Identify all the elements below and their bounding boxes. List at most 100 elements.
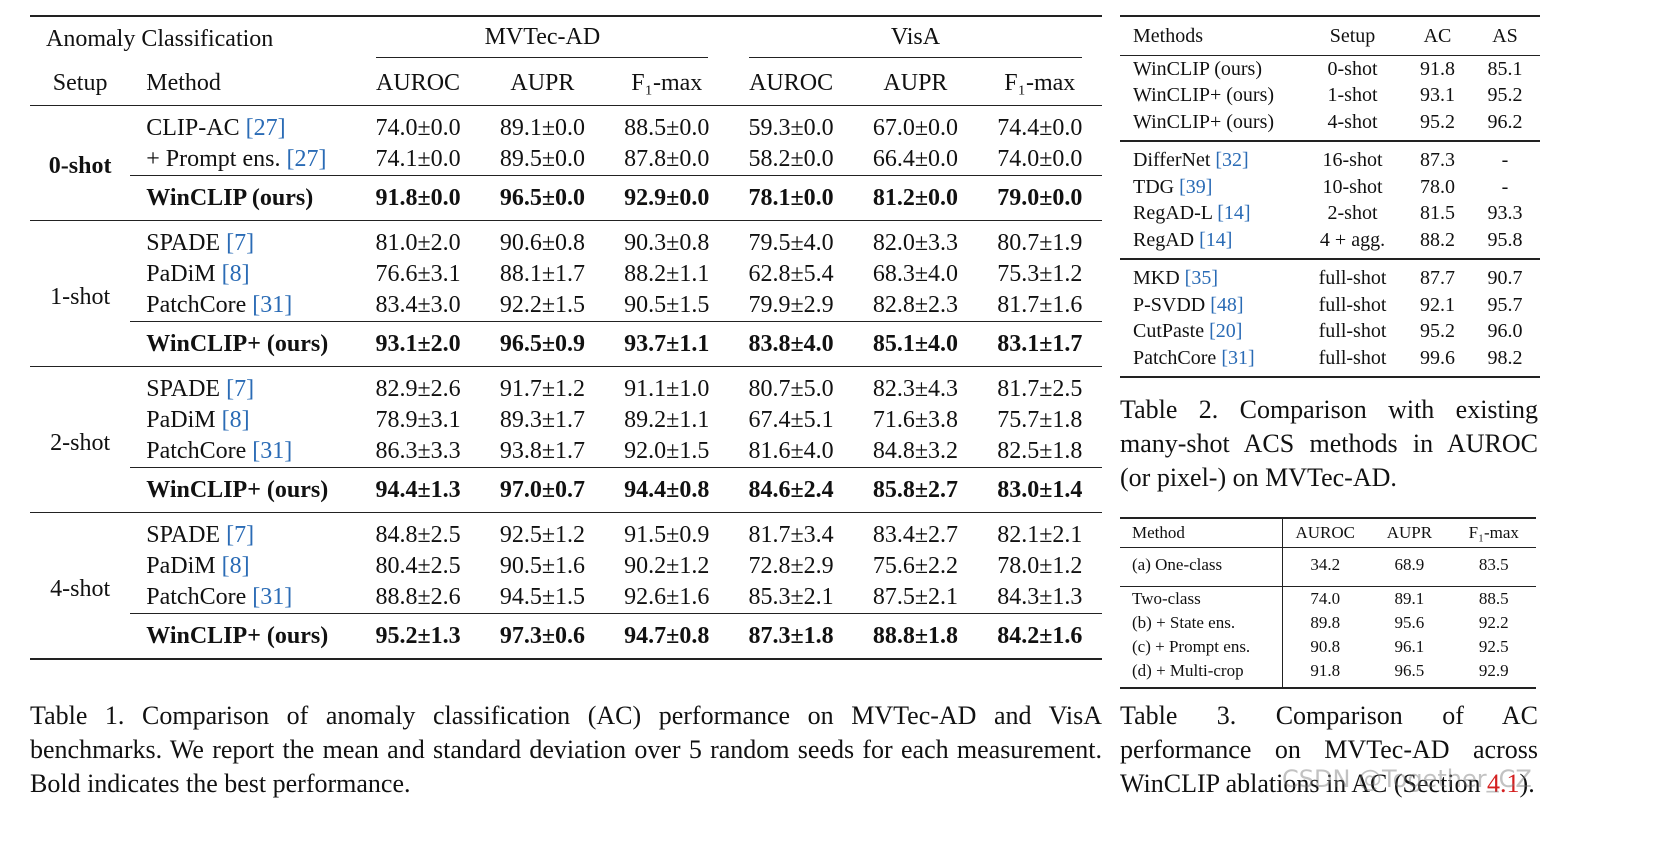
table-row: PaDiM [8] 76.6±3.1 88.1±1.7 88.2±1.1 62.8±5.… [30,259,1102,290]
citation: [31] [252,292,293,318]
value-cell: 89.1 [1367,586,1452,611]
table-row: WinCLIP+ (ours) 95.2±1.3 97.3±0.6 94.7±0.8 8… [30,613,1102,659]
table-head: Method AUROC AUPR F₁-max [1120,518,1536,548]
table-group: Two-class 74.0 89.1 88.5 (b) + State ens. 89.… [1120,586,1536,688]
table-row: MKD [35] full-shot 87.7 90.7 [1120,257,1540,292]
value-cell: 88.5±0.0 [624,115,710,141]
value-cell: 78.9±3.1 [375,407,461,433]
column-header: Setup [1300,16,1405,56]
citation: [32] [1215,149,1249,172]
method-name: + Prompt ens. [146,146,281,172]
method-name: SPADE [146,522,221,548]
value-cell: 75.6±2.2 [872,553,959,579]
table-row: (a) One-class 34.2 68.9 83.5 [1120,547,1536,587]
value-cell: 81.0±2.0 [355,220,481,259]
method-cell: SPADE [7] [130,220,356,259]
table-body: 0-shot CLIP-AC [27] 74.0±0.0 89.1±0.0 88.5±0… [30,106,1102,659]
value-cell: 92.9±0.0 [604,175,729,221]
value-cell: 1-shot [1327,84,1378,107]
table-3-caption: Table 3. Comparison of AC performance on… [1120,699,1538,801]
value-cell: 4 + agg. [1319,228,1386,251]
table-row: P-SVDD [48] full-shot 92.1 95.7 [1120,292,1540,319]
citation: [14] [1217,202,1251,225]
value-cell: 88.2 [1420,228,1455,251]
method-name: TDG [1133,175,1175,198]
setup-cell: 1-shot [30,220,131,367]
value-cell: 90.6±0.8 [480,220,605,259]
value-cell: 92.9 [1478,661,1509,680]
value-cell: 96.5±0.0 [480,175,605,221]
method-name: MKD [1133,267,1180,290]
method-name: PatchCore [146,438,247,464]
table-group: DifferNet [32] 16-shot 87.3- TDG [39] 10-sho… [1120,139,1540,259]
value-cell: 84.8±2.5 [355,512,481,551]
citation: [31] [1221,346,1255,369]
value-cell: 97.3±0.6 [480,613,605,659]
value-cell: 95.7 [1487,293,1523,316]
method-name: WinCLIP+ (ours) [1133,84,1275,107]
table-group: WinCLIP (ours) 0-shot 91.8 85.1 WinCLIP+ (ou… [1120,56,1540,141]
method-cell: WinCLIP (ours) [1120,56,1300,83]
method-cell: PatchCore [31] [130,582,356,614]
value-cell: 72.8±2.9 [748,553,834,579]
value-cell: 68.9 [1394,555,1425,574]
value-cell: 78.0 [1420,175,1455,198]
value-cell: full-shot [1318,320,1387,343]
citation: [8] [221,261,250,287]
value-cell: 91.8 [1420,57,1455,80]
table-row: (b) + State ens. 89.8 95.6 92.2 [1120,611,1536,635]
caption-text: ). [1519,769,1535,798]
column-header: AUROC [355,61,481,106]
column-header: F₁-max [604,61,729,106]
value-cell: 68.3±4.0 [872,261,959,287]
value-cell: 88.2±1.1 [624,261,710,287]
value-cell: 82.9±2.6 [355,366,481,405]
value-cell: 90.5±1.5 [624,292,710,318]
value-cell: 93.8±1.7 [499,438,585,464]
method-name: CutPaste [1133,320,1205,343]
citation: [7] [226,230,255,256]
value-cell: 91.5±0.9 [604,512,729,551]
value-cell: 92.0±1.5 [624,438,710,464]
table-row: WinCLIP+ (ours) 94.4±1.3 97.0±0.7 94.4±0.8 8… [30,467,1102,513]
value-cell: 87.7 [1405,257,1470,292]
value-cell: 94.7±0.8 [604,613,729,659]
value-cell: 92.5 [1478,637,1509,656]
column-header: AUPR [1367,518,1452,548]
method-name: SPADE [146,376,221,402]
method-name: WinCLIP+ (ours) [1133,110,1275,133]
table-1-caption: Table 1. Comparison of anomaly classific… [30,701,1102,798]
section-ref: 4.1 [1487,769,1520,798]
value-cell: 81.2±0.0 [853,175,978,221]
method-cell: P-SVDD [48] [1120,292,1300,319]
method-cell: SPADE [7] [130,366,356,405]
value-cell: 59.3±0.0 [748,115,834,141]
method-cell: WinCLIP (ours) [130,175,356,221]
value-cell: 94.4±0.8 [604,467,729,513]
value-cell: 82.0±3.3 [853,220,978,259]
method-name: WinCLIP+ (ours) [146,330,329,357]
method-name: PaDiM [146,553,216,579]
value-cell: 82.5±1.8 [997,438,1083,464]
method-name: PaDiM [146,407,216,433]
table-row: RegAD-L [14] 2-shot 81.5 93.3 [1120,201,1540,228]
header-row: Anomaly Classification MVTec-AD VisA [30,16,1102,61]
method-cell: DifferNet [32] [1120,139,1300,174]
citation: [14] [1199,228,1233,251]
table-row: WinCLIP+ (ours) 4-shot 95.2 96.2 [1120,109,1540,141]
citation: [27] [286,146,327,172]
method-name: WinCLIP (ours) [1133,57,1262,80]
value-cell: 66.4±0.0 [872,146,959,172]
value-cell: 90.3±0.8 [604,220,729,259]
value-cell: 84.6±2.4 [728,467,854,513]
value-cell: 89.1±0.0 [499,115,585,141]
value-cell: 2-shot [1327,202,1378,225]
value-cell: 74.0 [1282,586,1368,611]
value-cell: 96.2 [1487,110,1523,133]
value-cell: 88.5 [1451,586,1536,611]
column-header: F₁-max [1451,518,1536,548]
value-cell: 83.8±4.0 [728,321,854,367]
table-row: (d) + Multi-crop 91.8 96.5 92.9 [1120,659,1536,688]
value-cell: full-shot [1300,257,1405,292]
column-header: AUROC [728,61,854,106]
